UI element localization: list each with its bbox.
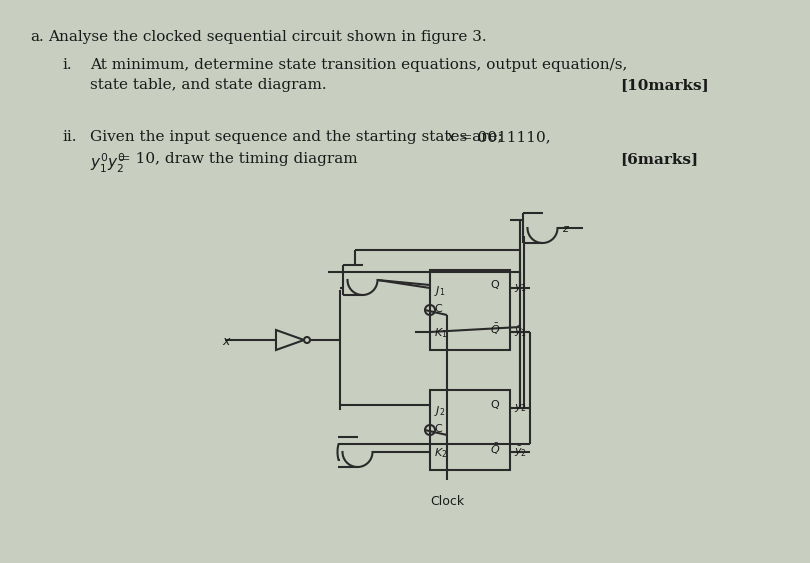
Bar: [430, 390, 510, 470]
Text: Clock: Clock: [430, 495, 464, 508]
Text: $y_1^0 y_2^0$: $y_1^0 y_2^0$: [90, 152, 126, 175]
Text: C: C: [434, 424, 441, 434]
Text: $\bar{y}_1$: $\bar{y}_1$: [514, 325, 527, 339]
Text: $K_2$: $K_2$: [434, 446, 447, 460]
Text: Given the input sequence and the starting states are;: Given the input sequence and the startin…: [90, 130, 503, 144]
Text: $\bar{Q}$: $\bar{Q}$: [490, 322, 501, 337]
Text: x: x: [442, 130, 455, 144]
Text: ii.: ii.: [62, 130, 76, 144]
Text: a.: a.: [30, 30, 44, 44]
Text: $\bar{y}_2$: $\bar{y}_2$: [514, 445, 527, 459]
Text: state table, and state diagram.: state table, and state diagram.: [90, 78, 326, 92]
Text: [6marks]: [6marks]: [620, 152, 698, 166]
Text: $y_2$: $y_2$: [514, 402, 527, 414]
Text: i.: i.: [62, 58, 71, 72]
Text: C: C: [434, 304, 441, 314]
Text: $J_2$: $J_2$: [434, 404, 446, 418]
Text: = 10, draw the timing diagram: = 10, draw the timing diagram: [118, 152, 358, 166]
Text: $K_1$: $K_1$: [434, 326, 448, 340]
Bar: [430, 270, 510, 350]
Text: Q: Q: [490, 400, 499, 410]
Text: [10marks]: [10marks]: [620, 78, 709, 92]
Text: Analyse the clocked sequential circuit shown in figure 3.: Analyse the clocked sequential circuit s…: [48, 30, 487, 44]
Text: $y_1$: $y_1$: [514, 282, 527, 294]
Text: $\bar{Q}$: $\bar{Q}$: [490, 442, 501, 457]
Text: At minimum, determine state transition equations, output equation/s,: At minimum, determine state transition e…: [90, 58, 628, 72]
Text: Q: Q: [490, 280, 499, 290]
Text: z: z: [562, 224, 569, 234]
Text: $J_1$: $J_1$: [434, 284, 446, 298]
Text: x: x: [222, 335, 229, 348]
Text: = 0011110,: = 0011110,: [455, 130, 551, 144]
